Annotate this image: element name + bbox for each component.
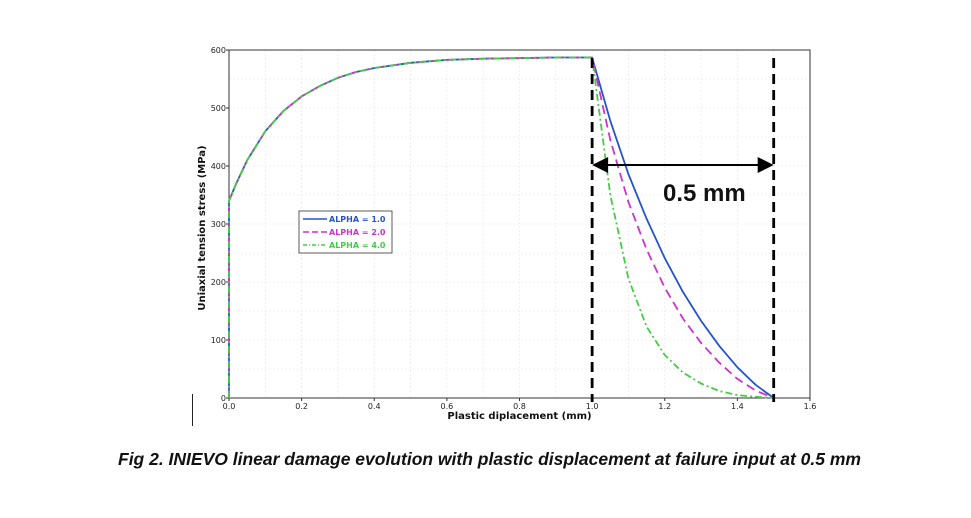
y-tick-label: 100 (211, 336, 226, 345)
y-tick-label: 300 (211, 220, 226, 229)
annotation-label: 0.5 mm (663, 180, 746, 207)
x-tick-label: 1.2 (658, 402, 671, 411)
x-tick-label: 1.0 (586, 402, 599, 411)
figure-caption: Fig 2. INIEVO linear damage evolution wi… (118, 449, 861, 469)
x-tick-label: 1.4 (731, 402, 744, 411)
series-line-alpha-2 (228, 56, 775, 399)
x-tick-label: 0.2 (295, 402, 308, 411)
axis-ticks: 0.0 0.2 0.4 0.6 0.8 1.0 1.2 1.4 1.6 0 100 200 300 400… (211, 46, 817, 411)
dimension-arrow (592, 157, 774, 173)
y-tick-label: 400 (211, 162, 226, 171)
margin-mark (192, 394, 193, 426)
series-lines (228, 56, 775, 399)
y-tick-label: 0 (221, 394, 226, 403)
legend-label: ALPHA = 4.0 (329, 241, 386, 250)
series-line-alpha-3 (228, 56, 774, 399)
arrow-head-right (757, 157, 774, 173)
legend-label: ALPHA = 1.0 (329, 215, 386, 224)
reference-lines (590, 58, 776, 402)
x-tick-label: 0.4 (368, 402, 381, 411)
x-tick-label: 0.8 (513, 402, 526, 411)
x-tick-label: 0.6 (441, 402, 454, 411)
x-tick-label: 0.0 (223, 402, 236, 411)
legend: ALPHA = 1.0 ALPHA = 2.0 ALPHA = 4.0 (298, 210, 393, 254)
x-tick-label: 1.6 (804, 402, 817, 411)
y-tick-label: 200 (211, 278, 226, 287)
grid (229, 50, 810, 398)
y-axis-label: Uniaxial tension stress (MPa) (197, 145, 208, 310)
y-tick-label: 600 (211, 46, 226, 55)
legend-label: ALPHA = 2.0 (329, 228, 386, 237)
arrow-head-left (592, 157, 609, 173)
y-tick-label: 500 (211, 104, 226, 113)
x-axis-label: Plastic diplacement (mm) (447, 411, 591, 422)
